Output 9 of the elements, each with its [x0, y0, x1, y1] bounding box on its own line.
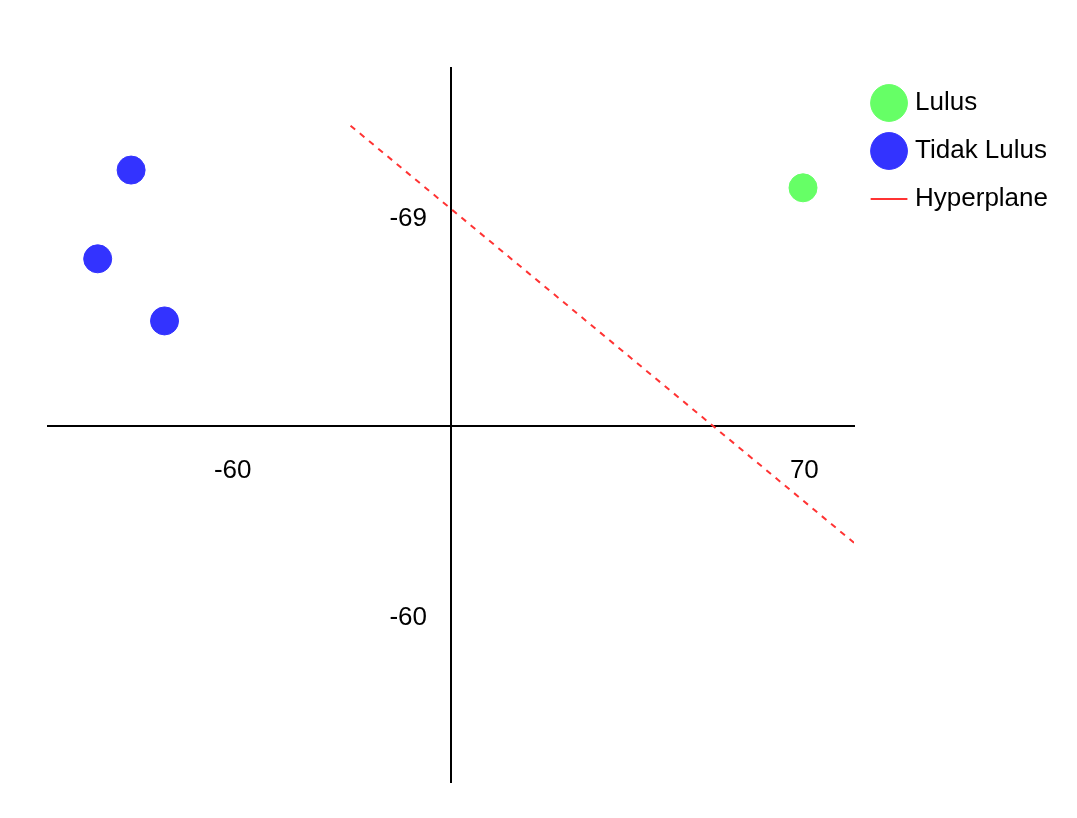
point	[788, 173, 818, 203]
x-tick-label: 70	[789, 453, 819, 484]
legend-label: Lulus	[915, 86, 978, 117]
legend-label: Tidak Lulus	[915, 134, 1048, 165]
point	[116, 155, 146, 185]
legend-label: Hyperplane	[915, 182, 1049, 213]
point	[83, 244, 113, 274]
y-tick-label: -69	[389, 202, 428, 233]
point	[150, 306, 180, 336]
